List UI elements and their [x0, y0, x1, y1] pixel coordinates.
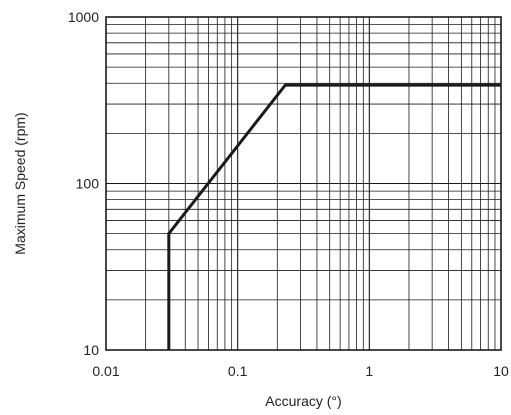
plot-frame [105, 16, 502, 351]
series-layer [167, 83, 501, 350]
x-axis-label: Accuracy (°) [265, 393, 341, 409]
y-tick-label: 1000 [68, 9, 99, 25]
y-tick-label: 100 [76, 176, 100, 192]
y-tick-label: 10 [83, 342, 99, 358]
x-tick-labels: 0.01 0.1 1 10 [92, 363, 509, 379]
x-tick-label: 1 [365, 363, 373, 379]
x-tick-label: 0.1 [228, 363, 248, 379]
y-tick-labels: 10 100 1000 [68, 9, 99, 358]
series-line-0 [167, 83, 501, 350]
grid [106, 17, 501, 350]
x-tick-label: 0.01 [92, 363, 119, 379]
x-tick-label: 10 [493, 363, 509, 379]
y-axis-label: Maximum Speed (rpm) [12, 112, 28, 254]
